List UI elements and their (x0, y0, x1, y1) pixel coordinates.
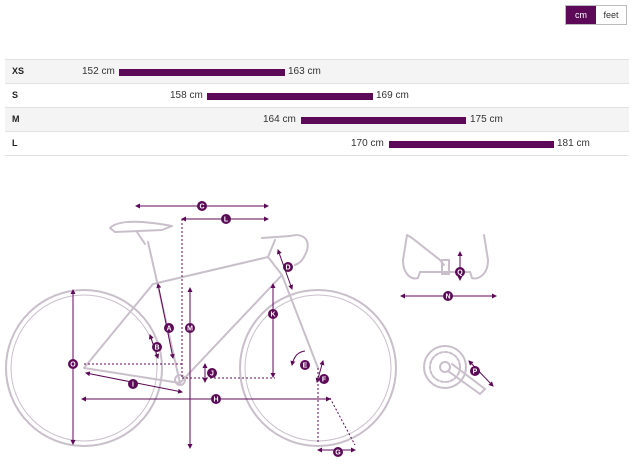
seatstay (83, 283, 154, 369)
fork (281, 274, 319, 369)
size-row-m: M 164 cm 175 cm (5, 107, 629, 131)
height-min: 164 cm (263, 114, 296, 125)
svg-text:B: B (154, 345, 159, 352)
label-l[interactable]: L (221, 214, 231, 224)
height-min: 152 cm (82, 66, 115, 77)
svg-text:P: P (473, 369, 478, 376)
svg-text:F: F (322, 377, 327, 384)
height-max: 175 cm (470, 114, 503, 125)
label-e[interactable]: E (300, 360, 310, 370)
bike-geometry-diagram: C L D A M K B O E J F I H G Q N P (5, 201, 497, 457)
label-b[interactable]: B (152, 342, 162, 352)
label-q[interactable]: Q (455, 267, 465, 277)
handlebar-drop (289, 234, 309, 266)
label-d[interactable]: D (283, 262, 293, 272)
label-h[interactable]: H (211, 394, 221, 404)
rear-wheel (5, 289, 163, 447)
height-max: 181 cm (557, 138, 590, 149)
height-range-bar (207, 93, 373, 100)
unit-cm-button[interactable]: cm (566, 6, 596, 24)
label-m[interactable]: M (185, 323, 195, 333)
handlebar-detail (401, 234, 490, 280)
size-chart: XS 152 cm 163 cm S 158 cm 169 cm M 164 c… (5, 59, 629, 156)
svg-text:H: H (213, 397, 218, 404)
label-i[interactable]: I (128, 379, 138, 389)
svg-text:A: A (166, 326, 171, 333)
size-row-xs: XS 152 cm 163 cm (5, 59, 629, 83)
height-range-bar (301, 117, 466, 124)
label-g[interactable]: G (333, 447, 343, 457)
stem (261, 235, 291, 239)
svg-text:I: I (132, 382, 134, 389)
svg-text:Q: Q (457, 270, 463, 277)
svg-text:M: M (187, 326, 193, 333)
size-label: L (12, 138, 18, 148)
seatpost (136, 231, 146, 245)
unit-feet-button[interactable]: feet (596, 6, 626, 24)
height-max: 163 cm (288, 66, 321, 77)
svg-text:D: D (285, 265, 290, 272)
label-n[interactable]: N (443, 291, 453, 301)
unit-toggle[interactable]: cm feet (565, 5, 627, 25)
size-row-s: S 158 cm 169 cm (5, 83, 629, 107)
label-a[interactable]: A (164, 323, 174, 333)
stem-column (267, 239, 276, 258)
height-min: 158 cm (170, 90, 203, 101)
height-range-bar (389, 141, 554, 148)
height-max: 169 cm (376, 90, 409, 101)
label-k[interactable]: K (268, 309, 278, 319)
label-c[interactable]: C (197, 201, 207, 211)
height-range-bar (119, 69, 285, 76)
svg-text:L: L (224, 217, 229, 224)
size-label: XS (12, 66, 25, 76)
svg-text:E: E (303, 363, 308, 370)
label-f[interactable]: F (319, 374, 329, 384)
size-label: S (12, 90, 19, 100)
label-o[interactable]: O (68, 359, 78, 369)
size-row-l: L 170 cm 181 cm (5, 131, 629, 156)
height-min: 170 cm (351, 138, 384, 149)
svg-text:J: J (210, 371, 214, 378)
front-wheel (239, 289, 397, 447)
dimension-labels: C L D A M K B O E J F I H G Q N P (68, 201, 480, 457)
svg-text:N: N (445, 294, 450, 301)
svg-text:C: C (199, 204, 204, 211)
dimension-lines (70, 203, 497, 453)
size-label: M (12, 114, 20, 124)
svg-text:G: G (335, 450, 341, 457)
top-down-tube (152, 256, 283, 384)
label-j[interactable]: J (207, 368, 217, 378)
label-p[interactable]: P (470, 366, 480, 376)
svg-text:K: K (270, 312, 275, 319)
saddle (109, 220, 173, 233)
rear-rim (10, 294, 158, 442)
svg-text:O: O (70, 362, 76, 369)
